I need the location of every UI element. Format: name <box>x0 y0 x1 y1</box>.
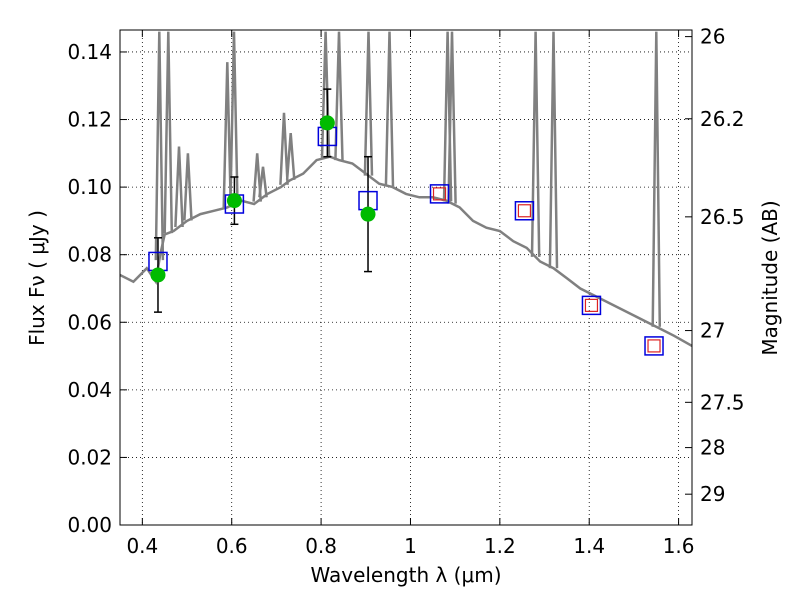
x-tick-label: 1.6 <box>663 534 695 558</box>
x-tick-label: 1.2 <box>484 534 516 558</box>
right-tick-label: 26.5 <box>700 205 745 229</box>
emission-line-spike <box>530 31 541 257</box>
plot-background <box>120 30 692 525</box>
y-tick-label: 0.14 <box>67 40 112 64</box>
emission-line-spike <box>222 62 233 208</box>
y-tick-label: 0.06 <box>67 310 112 334</box>
points-layer <box>148 88 664 356</box>
emission-line-spike <box>363 31 374 176</box>
emission-line-spike <box>447 31 457 204</box>
emission-line-spike <box>334 31 344 161</box>
y-tick-label: 0.10 <box>67 175 112 199</box>
observed-flux-point <box>319 115 335 131</box>
predicted-flux-box <box>647 339 661 353</box>
y-tick-label: 0.02 <box>67 445 112 469</box>
y-tick-label: 0.00 <box>67 513 112 537</box>
right-tick-label: 28 <box>700 436 725 460</box>
ticks: 0.4 0.6 0.8 1 1.2 1.4 1.6 0.00 0.02 0.04 0.06 0.08 0… <box>67 25 744 558</box>
emission-line-spike <box>548 31 559 269</box>
emission-line-spike <box>279 112 289 185</box>
right-tick-label: 29 <box>700 482 725 506</box>
model-band-box <box>644 336 664 356</box>
y-axis-label: Flux Fν ( μJy ) <box>25 210 49 346</box>
right-tick-label: 27.5 <box>700 390 745 414</box>
emission-line-spike <box>163 31 174 234</box>
emission-line-spike <box>154 31 165 261</box>
emission-line-spike <box>229 31 239 205</box>
x-tick-label: 0.4 <box>126 534 158 558</box>
x-tick-label: 0.6 <box>216 534 248 558</box>
predicted-flux-box <box>584 298 599 312</box>
observed-flux-point <box>226 193 242 209</box>
model-layer <box>120 31 692 347</box>
y-tick-label: 0.04 <box>67 378 112 402</box>
model-band-box <box>581 295 602 316</box>
right-axis-label: Magnitude (AB) <box>758 200 782 355</box>
x-tick-label: 1 <box>404 534 417 558</box>
right-tick-label: 27 <box>700 319 725 343</box>
observed-flux-point <box>360 206 376 222</box>
right-tick-label: 26 <box>700 25 725 49</box>
x-tick-label: 1.4 <box>573 534 605 558</box>
x-axis-label: Wavelength λ (μm) <box>310 563 501 587</box>
emission-line-spike <box>258 166 268 198</box>
emission-line-spike <box>384 31 395 187</box>
emission-line-spike <box>183 153 193 221</box>
emission-line-spike <box>651 31 662 327</box>
model-band-box <box>514 201 535 221</box>
plot-frame <box>119 29 693 526</box>
emission-line-spike <box>174 146 184 228</box>
observed-flux-point <box>150 267 166 283</box>
y-tick-label: 0.12 <box>67 108 112 132</box>
right-tick-label: 26.2 <box>700 107 745 131</box>
predicted-flux-box <box>517 204 532 218</box>
emission-line-spike <box>285 133 296 180</box>
predicted-flux-box <box>432 187 447 201</box>
y-tick-label: 0.08 <box>67 243 112 267</box>
x-tick-label: 0.8 <box>305 534 337 558</box>
model-band-box <box>429 184 450 204</box>
